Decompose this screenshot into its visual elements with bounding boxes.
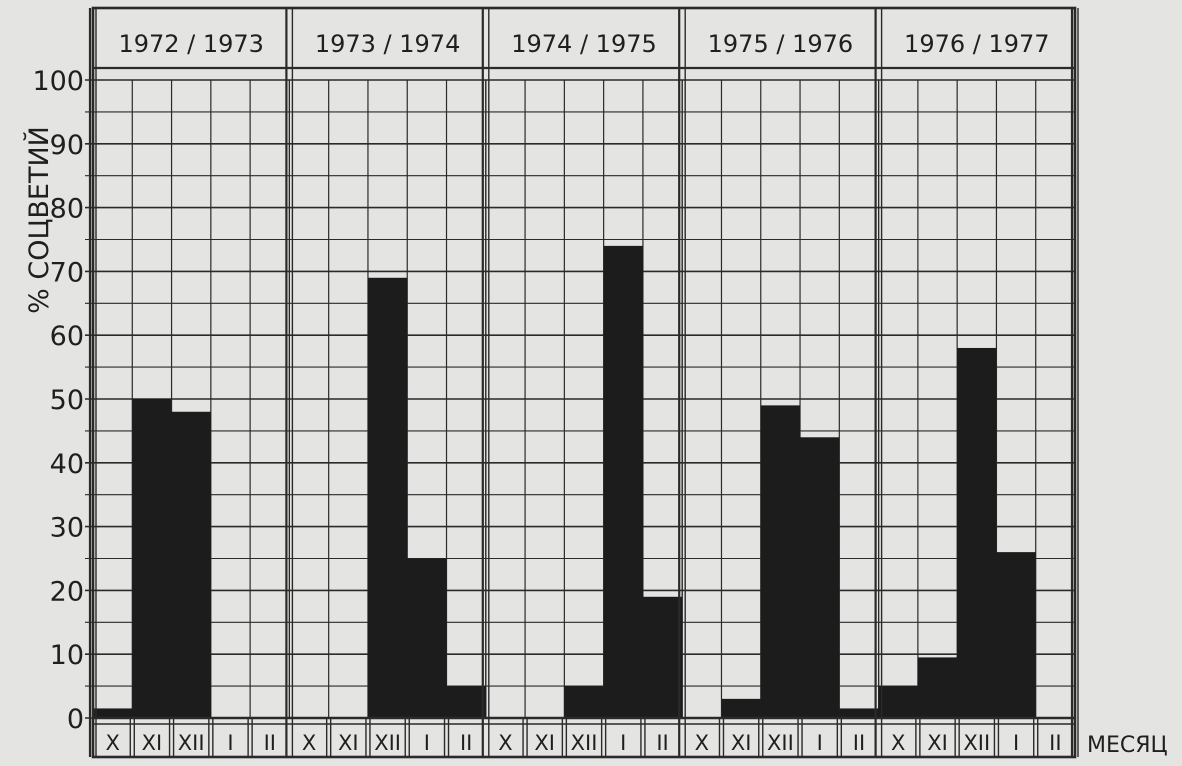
x-tick-label: XII	[963, 731, 990, 755]
bar	[446, 686, 486, 718]
outer-frame	[91, 6, 1077, 759]
x-tick-label: XI	[534, 731, 555, 755]
x-tick-label: II	[264, 731, 276, 755]
bars	[93, 245, 1036, 718]
x-tick-label: XI	[731, 731, 752, 755]
x-tick-label: X	[695, 731, 709, 755]
y-tick-label: 100	[32, 66, 84, 97]
bar	[839, 708, 879, 718]
bar	[642, 596, 683, 718]
series-header: 1973 / 1974	[315, 30, 461, 58]
x-tick-label: II	[853, 731, 865, 755]
x-tick-label: XII	[178, 731, 205, 755]
x-tick-label: XII	[374, 731, 401, 755]
y-tick-label: 20	[50, 576, 84, 607]
labels: % СОЦВЕТИЙ МЕСЯЦ 1972 / 1973 1973 / 1974 1…	[23, 30, 1168, 758]
x-tick-label: X	[498, 731, 512, 755]
x-tick-label: II	[656, 731, 668, 755]
x-tick-label: I	[817, 731, 823, 755]
bar	[603, 245, 643, 718]
y-axis-label: % СОЦВЕТИЙ	[23, 126, 55, 314]
grid	[85, 79, 1076, 719]
x-tick-label: I	[1013, 731, 1019, 755]
y-tick-label: 60	[50, 321, 84, 352]
bar	[721, 698, 761, 718]
series-header: 1974 / 1975	[511, 30, 657, 58]
bar	[367, 277, 408, 718]
x-tick-label: XI	[338, 731, 359, 755]
bar	[132, 399, 172, 718]
bar	[996, 552, 1036, 718]
series-header: 1976 / 1977	[904, 30, 1050, 58]
bar	[760, 405, 801, 718]
bar	[957, 347, 997, 718]
x-tick-label: XI	[142, 731, 163, 755]
bar	[564, 686, 604, 718]
y-tick-label: 50	[50, 385, 84, 416]
x-tick-label: I	[227, 731, 233, 755]
bar	[407, 558, 447, 718]
x-tick-label: X	[302, 731, 316, 755]
x-tick-label: I	[620, 731, 626, 755]
x-tick-label: XI	[927, 731, 948, 755]
y-tick-label: 70	[50, 257, 84, 288]
x-tick-label: I	[424, 731, 430, 755]
x-tick-label: X	[105, 731, 119, 755]
bar	[800, 437, 840, 718]
x-axis-label: МЕСЯЦ	[1087, 733, 1168, 758]
bar	[93, 708, 133, 718]
x-tick-label: XII	[571, 731, 598, 755]
bar	[171, 411, 211, 718]
y-tick-label: 30	[50, 513, 84, 544]
x-tick-label: II	[460, 731, 472, 755]
y-tick-label: 90	[50, 130, 84, 161]
y-tick-label: 10	[50, 640, 84, 671]
y-tick-label: 0	[67, 704, 84, 735]
y-tick-label: 40	[50, 449, 84, 480]
bar	[878, 686, 918, 718]
series-header: 1975 / 1976	[708, 30, 854, 58]
x-tick-label: X	[891, 731, 905, 755]
series-header: 1972 / 1973	[118, 30, 264, 58]
x-tick-label: II	[1049, 731, 1061, 755]
y-tick-label: 80	[50, 194, 84, 225]
bar	[917, 657, 958, 718]
x-tick-label: XII	[767, 731, 794, 755]
frame	[88, 6, 1079, 759]
